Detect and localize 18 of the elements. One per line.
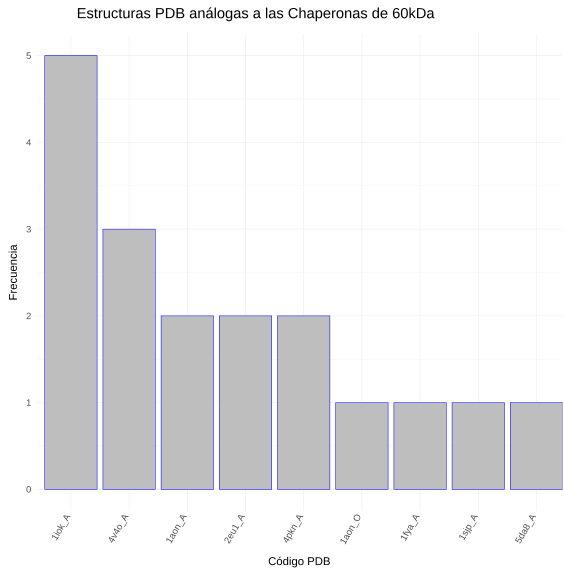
y-tick-label: 3: [26, 226, 31, 232]
y-tick-label: 1: [26, 399, 31, 406]
y-tick-label: 0: [26, 486, 31, 493]
y-tick-label: 5: [26, 52, 31, 59]
bar: [219, 316, 272, 490]
x-axis-title: Código PDB: [268, 556, 330, 568]
chart-title: Estructuras PDB análogas a las Chaperonas de 60kDa: [78, 7, 435, 22]
y-tick-label: 4: [26, 139, 32, 146]
bar: [452, 402, 505, 490]
y-tick-label: 2: [26, 312, 31, 320]
bar: [510, 402, 563, 490]
bar: [102, 228, 156, 490]
bar: [394, 402, 447, 490]
bar: [335, 402, 388, 490]
bar: [44, 55, 98, 490]
bar: [277, 316, 330, 490]
bar: [160, 316, 214, 490]
y-axis-title: Frecuencia: [8, 244, 17, 300]
